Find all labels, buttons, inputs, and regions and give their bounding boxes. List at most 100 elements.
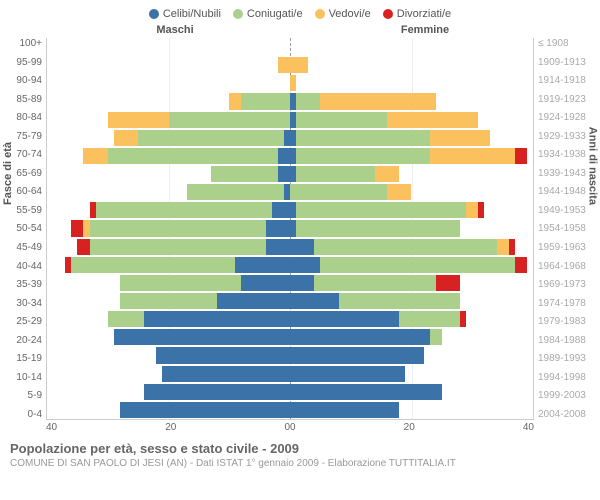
bar-row <box>47 346 290 364</box>
birth-year-label: 1959-1963 <box>538 242 590 253</box>
bar-row <box>290 74 533 92</box>
bar-segment-con <box>71 257 235 273</box>
bar-segment-ved <box>430 130 491 146</box>
bar-segment-div <box>436 275 460 291</box>
bar-segment-con <box>296 220 460 236</box>
bar-row <box>47 256 290 274</box>
age-group-label: 85-89 <box>10 94 42 105</box>
bar-row <box>47 147 290 165</box>
birth-year-label: 2004-2008 <box>538 409 590 420</box>
bar-segment-con <box>320 257 514 273</box>
birth-year-label: 1944-1948 <box>538 186 590 197</box>
y-axis-birth-years: ≤ 19081909-19131914-19181919-19231924-19… <box>534 38 590 420</box>
bar-segment-ved <box>290 57 308 73</box>
bar-segment-cel <box>217 293 290 309</box>
bar-segment-cel <box>290 275 314 291</box>
bar-segment-ved <box>108 112 169 128</box>
bar-row <box>47 310 290 328</box>
bar-row <box>47 92 290 110</box>
bar-segment-con <box>290 184 387 200</box>
bar-segment-cel <box>266 220 290 236</box>
bar-segment-cel <box>144 384 290 400</box>
y-axis-age-groups: 100+95-9990-9485-8980-8475-7970-7465-696… <box>10 38 46 420</box>
birth-year-label: 1939-1943 <box>538 168 590 179</box>
bar-segment-ved <box>430 148 515 164</box>
bar-segment-ved <box>278 57 290 73</box>
legend-swatch <box>383 9 393 19</box>
bar-row <box>290 238 533 256</box>
birth-year-label: 1999-2003 <box>538 390 590 401</box>
plot-area: 100+95-9990-9485-8980-8475-7970-7465-696… <box>10 38 590 420</box>
chart-subtitle: COMUNE DI SAN PAOLO DI JESI (AN) - Dati … <box>10 458 590 469</box>
bar-segment-cel <box>162 366 290 382</box>
age-group-label: 50-54 <box>10 223 42 234</box>
bar-segment-cel <box>290 347 424 363</box>
bar-row <box>47 238 290 256</box>
bar-segment-cel <box>114 329 290 345</box>
age-group-label: 100+ <box>10 38 42 49</box>
bar-segment-con <box>399 311 460 327</box>
birth-year-label: 1974-1978 <box>538 298 590 309</box>
female-header: Femmine <box>300 24 550 36</box>
bar-row <box>290 129 533 147</box>
bar-segment-ved <box>83 148 107 164</box>
bar-segment-cel <box>290 293 339 309</box>
bar-segment-cel <box>235 257 290 273</box>
age-group-label: 25-29 <box>10 316 42 327</box>
age-group-label: 75-79 <box>10 131 42 142</box>
birth-year-label: 1969-1973 <box>538 279 590 290</box>
age-group-label: 55-59 <box>10 205 42 216</box>
x-tick: 20 <box>165 422 176 433</box>
bar-segment-con <box>339 293 461 309</box>
legend-item: Divorziati/e <box>383 8 451 20</box>
age-group-label: 15-19 <box>10 353 42 364</box>
bar-segment-ved <box>387 112 478 128</box>
bar-segment-con <box>296 148 430 164</box>
bar-row <box>290 328 533 346</box>
age-group-label: 40-44 <box>10 261 42 272</box>
age-group-label: 90-94 <box>10 75 42 86</box>
bar-segment-cel <box>144 311 290 327</box>
bar-segment-cel <box>290 329 430 345</box>
age-group-label: 0-4 <box>10 409 42 420</box>
age-group-label: 20-24 <box>10 335 42 346</box>
bar-row <box>290 383 533 401</box>
bar-row <box>290 183 533 201</box>
bar-segment-div <box>515 257 527 273</box>
bar-segment-cel <box>290 402 399 418</box>
legend-item: Vedovi/e <box>315 8 371 20</box>
bar-segment-con <box>90 220 266 236</box>
bars-area <box>46 38 534 420</box>
bar-row <box>47 383 290 401</box>
bar-row <box>47 74 290 92</box>
bar-row <box>290 256 533 274</box>
bar-row <box>47 201 290 219</box>
bar-row <box>290 38 533 56</box>
bar-segment-cel <box>290 257 320 273</box>
bar-segment-con <box>90 239 266 255</box>
bar-segment-ved <box>320 93 435 109</box>
bar-segment-con <box>296 112 387 128</box>
legend-swatch <box>315 9 325 19</box>
bar-row <box>47 183 290 201</box>
birth-year-label: 1984-1988 <box>538 335 590 346</box>
x-tick: 0 <box>290 422 296 433</box>
chart-title: Popolazione per età, sesso e stato civil… <box>10 441 590 456</box>
birth-year-label: 1949-1953 <box>538 205 590 216</box>
bar-row <box>47 38 290 56</box>
bar-row <box>47 274 290 292</box>
birth-year-label: 1914-1918 <box>538 75 590 86</box>
legend-label: Vedovi/e <box>329 8 371 20</box>
bar-row <box>290 310 533 328</box>
bar-segment-con <box>211 166 278 182</box>
bar-row <box>290 401 533 419</box>
bar-row <box>290 201 533 219</box>
birth-year-label: 1954-1958 <box>538 223 590 234</box>
bar-segment-cel <box>290 311 399 327</box>
legend-label: Celibi/Nubili <box>163 8 221 20</box>
legend-swatch <box>233 9 243 19</box>
bar-segment-con <box>108 148 278 164</box>
bar-segment-cel <box>156 347 290 363</box>
bar-segment-con <box>296 130 430 146</box>
bar-segment-div <box>77 239 89 255</box>
